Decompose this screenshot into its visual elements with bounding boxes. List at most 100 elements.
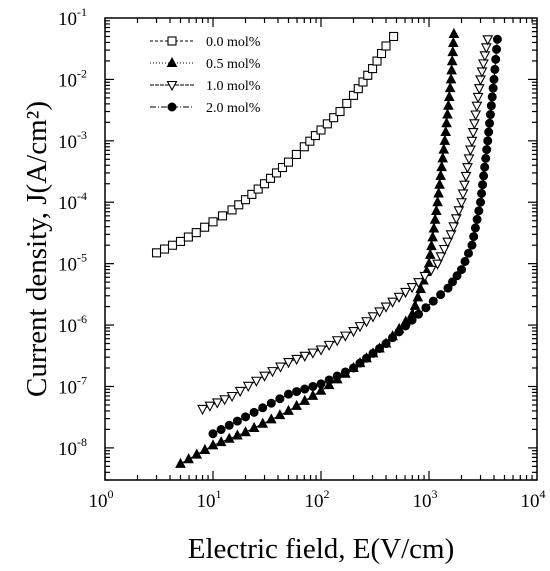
data-point — [331, 336, 343, 347]
data-point — [299, 351, 311, 362]
data-point — [259, 179, 270, 189]
data-point — [258, 403, 268, 413]
data-point — [485, 118, 495, 128]
data-point — [477, 188, 487, 198]
data-point — [393, 292, 405, 303]
data-point — [443, 99, 454, 110]
data-point — [424, 248, 436, 259]
data-point — [291, 354, 303, 366]
data-point — [271, 168, 282, 178]
data-point — [478, 59, 489, 70]
data-point — [415, 282, 426, 293]
data-point — [353, 84, 363, 94]
legend-item: 1.0 mol% — [150, 79, 261, 94]
data-point — [240, 195, 251, 205]
legend-marker — [166, 80, 178, 92]
data-point — [473, 84, 485, 95]
data-point — [482, 145, 492, 155]
data-point — [234, 200, 244, 210]
data-point — [471, 101, 483, 112]
data-point — [380, 302, 392, 313]
tick-labels: 100 101 102 103 104 10-8 10-7 10-6 10-5 10-4 10-3 1… — [58, 5, 546, 512]
data-point — [376, 48, 387, 59]
data-point — [241, 412, 251, 422]
data-point — [445, 73, 457, 84]
data-point — [457, 265, 467, 275]
ticks — [104, 18, 537, 481]
data-point — [242, 381, 254, 393]
series-line — [156, 36, 394, 254]
data-point — [438, 143, 450, 154]
data-point — [240, 426, 251, 437]
data-point — [406, 282, 418, 294]
data-point — [469, 232, 479, 242]
y-tick-label: 10-6 — [58, 312, 87, 337]
data-point — [491, 54, 501, 64]
data-point — [381, 41, 391, 51]
data-point — [445, 230, 457, 241]
data-point — [208, 429, 218, 439]
data-point — [219, 395, 231, 406]
data-point — [283, 157, 294, 167]
x-tick-label: 101 — [197, 487, 222, 512]
data-point — [216, 425, 226, 435]
y-axis-title: Current density, J(A/cm²) — [21, 101, 53, 397]
legend-marker — [166, 56, 178, 67]
data-point — [425, 265, 437, 276]
data-point — [465, 145, 476, 156]
data-point — [460, 256, 470, 266]
legend-label: 1.0 mol% — [206, 79, 261, 94]
data-point — [191, 448, 203, 459]
data-point — [487, 92, 497, 102]
data-point — [354, 322, 366, 333]
series-2 — [197, 35, 494, 416]
data-point — [479, 171, 489, 181]
data-point — [315, 384, 327, 395]
data-point — [437, 152, 449, 163]
data-point — [247, 189, 257, 199]
x-tick-label: 104 — [521, 487, 546, 512]
data-point — [470, 110, 482, 121]
data-point — [211, 398, 223, 409]
data-point — [332, 371, 342, 381]
data-point — [447, 46, 459, 57]
data-point — [275, 394, 285, 404]
data-point — [259, 371, 270, 382]
data-point — [362, 353, 372, 363]
series-3 — [208, 34, 502, 439]
data-point — [481, 153, 491, 163]
legend-label: 2.0 mol% — [206, 101, 261, 116]
data-point — [443, 90, 455, 101]
data-point — [435, 252, 447, 263]
data-point — [472, 214, 482, 224]
data-point — [421, 303, 431, 313]
data-point — [175, 236, 186, 246]
data-point — [453, 206, 465, 217]
legend-item: 2.0 mol% — [150, 101, 261, 116]
data-point — [342, 98, 352, 108]
data-point — [315, 345, 327, 356]
data-point — [167, 240, 178, 250]
data-point — [483, 136, 493, 146]
data-point — [339, 331, 351, 342]
data-point — [200, 222, 210, 232]
data-point — [283, 404, 294, 415]
data-point — [482, 35, 494, 46]
data-point — [257, 417, 269, 428]
data-point — [435, 169, 446, 180]
data-point — [485, 110, 495, 120]
data-point — [232, 416, 242, 426]
data-point — [199, 443, 211, 454]
data-point — [448, 277, 458, 287]
data-point — [463, 154, 475, 165]
data-point — [316, 125, 326, 135]
data-point — [484, 127, 494, 137]
x-tick-label: 103 — [413, 487, 438, 512]
series-0 — [151, 31, 399, 258]
data-point — [277, 162, 288, 173]
data-point — [207, 439, 219, 450]
data-point — [447, 36, 459, 48]
data-point — [492, 34, 502, 44]
x-axis-title: Electric field, E(V/cm) — [188, 533, 455, 565]
data-point — [274, 409, 286, 420]
